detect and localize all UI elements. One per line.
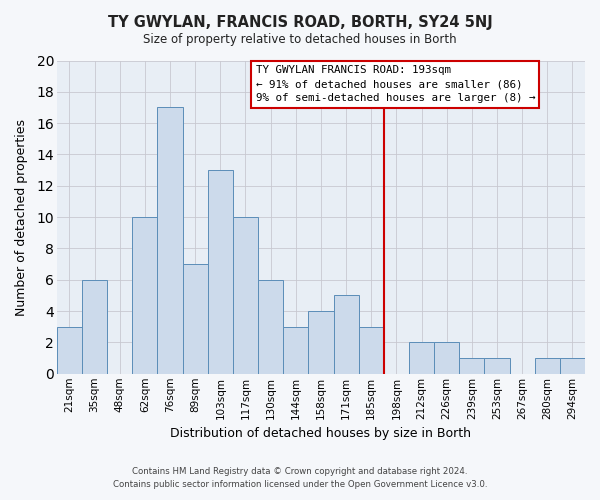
Bar: [133, 217, 157, 374]
Bar: [308, 311, 334, 374]
Bar: [208, 170, 233, 374]
Bar: [182, 264, 208, 374]
Bar: [560, 358, 585, 374]
Text: Size of property relative to detached houses in Borth: Size of property relative to detached ho…: [143, 32, 457, 46]
Text: TY GWYLAN, FRANCIS ROAD, BORTH, SY24 5NJ: TY GWYLAN, FRANCIS ROAD, BORTH, SY24 5NJ: [107, 15, 493, 30]
Bar: [434, 342, 459, 374]
Bar: [233, 217, 258, 374]
Y-axis label: Number of detached properties: Number of detached properties: [15, 118, 28, 316]
Text: TY GWYLAN FRANCIS ROAD: 193sqm
← 91% of detached houses are smaller (86)
9% of s: TY GWYLAN FRANCIS ROAD: 193sqm ← 91% of …: [256, 65, 535, 103]
X-axis label: Distribution of detached houses by size in Borth: Distribution of detached houses by size …: [170, 427, 472, 440]
Bar: [459, 358, 484, 374]
Bar: [535, 358, 560, 374]
Bar: [334, 296, 359, 374]
Bar: [283, 327, 308, 374]
Bar: [359, 327, 384, 374]
Bar: [409, 342, 434, 374]
Bar: [157, 108, 182, 374]
Bar: [82, 280, 107, 374]
Text: Contains HM Land Registry data © Crown copyright and database right 2024.
Contai: Contains HM Land Registry data © Crown c…: [113, 467, 487, 489]
Bar: [57, 327, 82, 374]
Bar: [484, 358, 509, 374]
Bar: [258, 280, 283, 374]
